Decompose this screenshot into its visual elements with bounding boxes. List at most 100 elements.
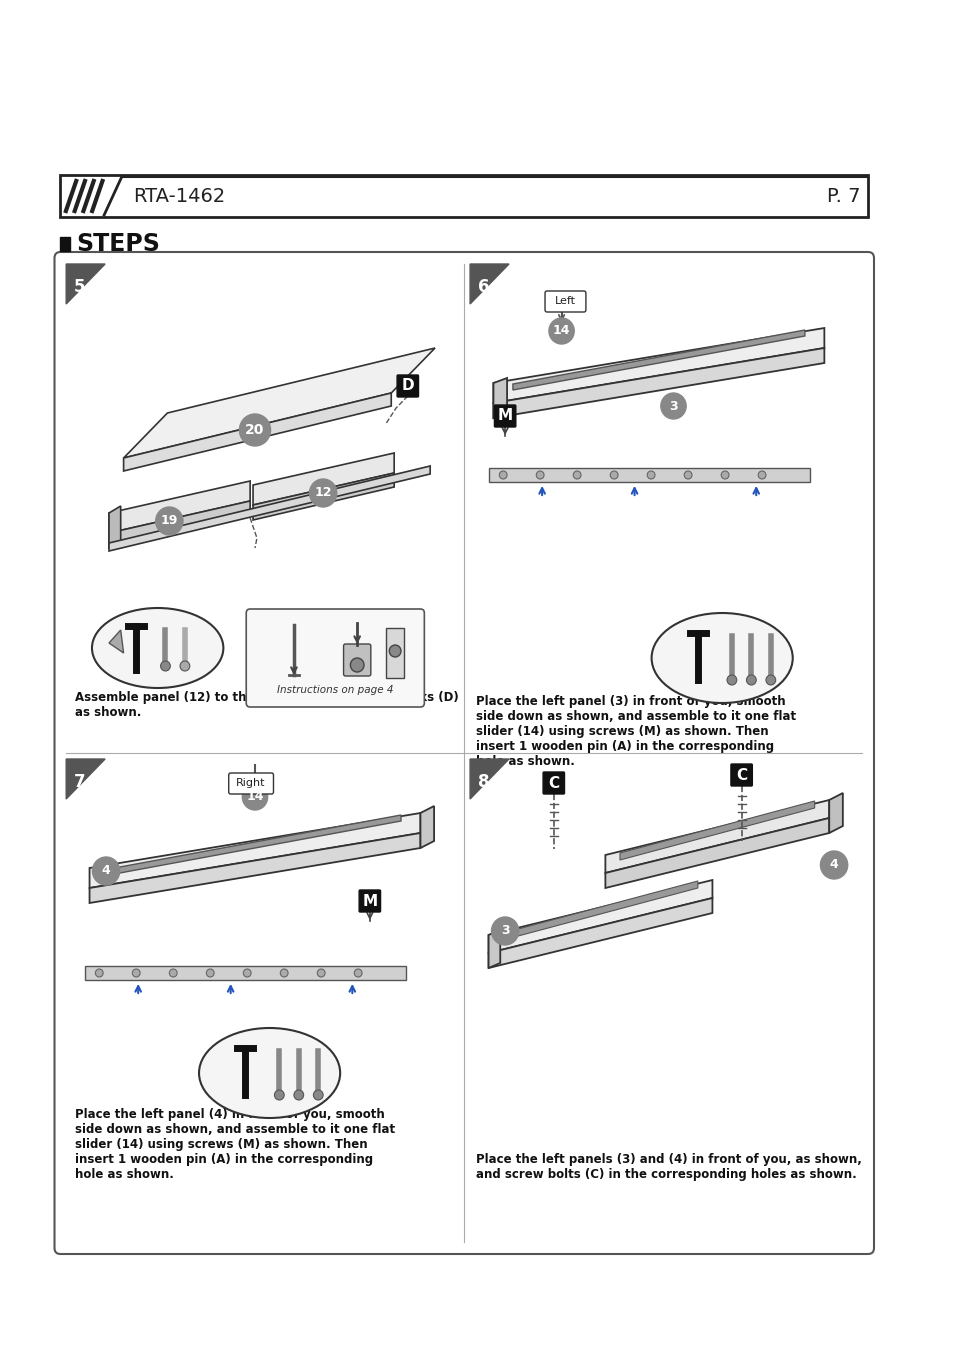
FancyBboxPatch shape <box>544 292 585 312</box>
Polygon shape <box>66 759 105 799</box>
Text: Assemble panel (12) to the 2 drawers using cam locks (D)
as shown.: Assemble panel (12) to the 2 drawers usi… <box>75 691 458 720</box>
Circle shape <box>354 969 362 977</box>
Polygon shape <box>605 801 828 873</box>
Polygon shape <box>109 466 430 551</box>
Polygon shape <box>109 630 124 653</box>
Circle shape <box>317 969 325 977</box>
Polygon shape <box>619 801 814 860</box>
Circle shape <box>660 393 685 418</box>
Circle shape <box>758 471 765 479</box>
Bar <box>488 468 809 482</box>
Polygon shape <box>493 348 823 418</box>
Circle shape <box>309 479 336 508</box>
Polygon shape <box>253 472 394 520</box>
Circle shape <box>239 414 271 446</box>
Text: Place the left panel (4) in front of you, smooth
side down as shown, and assembl: Place the left panel (4) in front of you… <box>75 1108 395 1181</box>
Circle shape <box>95 969 103 977</box>
Circle shape <box>745 675 756 684</box>
Circle shape <box>536 471 543 479</box>
Text: M: M <box>497 409 512 424</box>
Circle shape <box>160 662 171 671</box>
Circle shape <box>491 917 518 945</box>
Text: 6: 6 <box>477 278 489 296</box>
Circle shape <box>573 471 580 479</box>
Text: 19: 19 <box>160 514 178 528</box>
Text: 3: 3 <box>668 400 677 413</box>
Circle shape <box>170 969 177 977</box>
Circle shape <box>274 1089 284 1100</box>
Text: 14: 14 <box>552 324 570 338</box>
Circle shape <box>389 645 400 657</box>
Circle shape <box>155 508 183 535</box>
Polygon shape <box>109 815 400 875</box>
Text: 12: 12 <box>314 486 332 500</box>
Text: Place the left panels (3) and (4) in front of you, as shown,
and screw bolts (C): Place the left panels (3) and (4) in fro… <box>476 1153 861 1181</box>
Circle shape <box>242 784 268 810</box>
Text: Instructions on page 4: Instructions on page 4 <box>276 684 394 695</box>
Text: 5: 5 <box>74 278 86 296</box>
Text: 8: 8 <box>477 774 489 791</box>
FancyBboxPatch shape <box>246 609 424 707</box>
Circle shape <box>646 471 655 479</box>
Polygon shape <box>605 818 828 888</box>
Polygon shape <box>513 329 804 390</box>
Text: Place the left panel (3) in front of you, smooth
side down as shown, and assembl: Place the left panel (3) in front of you… <box>476 695 795 768</box>
Polygon shape <box>90 813 420 888</box>
Polygon shape <box>493 378 507 418</box>
Text: 7: 7 <box>74 774 86 791</box>
Polygon shape <box>420 806 434 848</box>
Circle shape <box>720 471 728 479</box>
Circle shape <box>180 662 190 671</box>
FancyBboxPatch shape <box>386 628 403 678</box>
Polygon shape <box>488 898 712 968</box>
Polygon shape <box>470 759 509 799</box>
FancyBboxPatch shape <box>343 644 371 676</box>
Circle shape <box>498 471 507 479</box>
Circle shape <box>206 969 213 977</box>
Circle shape <box>820 850 847 879</box>
Circle shape <box>243 969 251 977</box>
Polygon shape <box>109 501 250 548</box>
FancyBboxPatch shape <box>494 405 516 427</box>
Text: Left: Left <box>555 297 576 306</box>
Text: 4: 4 <box>102 864 111 878</box>
Circle shape <box>765 675 775 684</box>
FancyBboxPatch shape <box>54 252 873 1254</box>
Polygon shape <box>253 454 394 505</box>
Circle shape <box>92 857 119 886</box>
Text: 3: 3 <box>500 925 509 937</box>
Polygon shape <box>109 481 250 533</box>
Text: D: D <box>401 378 414 393</box>
Text: RTA-1462: RTA-1462 <box>133 186 225 205</box>
Ellipse shape <box>91 608 223 688</box>
Circle shape <box>726 675 736 684</box>
Polygon shape <box>124 348 435 458</box>
Ellipse shape <box>199 1027 340 1118</box>
Polygon shape <box>66 265 105 304</box>
Polygon shape <box>493 328 823 404</box>
Text: C: C <box>548 775 558 791</box>
Text: C: C <box>736 768 746 783</box>
Polygon shape <box>124 393 391 471</box>
Circle shape <box>280 969 288 977</box>
Circle shape <box>350 657 364 672</box>
Polygon shape <box>470 265 509 304</box>
Ellipse shape <box>651 613 792 703</box>
Text: P. 7: P. 7 <box>826 186 860 205</box>
Polygon shape <box>828 792 841 833</box>
Polygon shape <box>502 882 697 940</box>
Polygon shape <box>109 506 121 548</box>
Bar <box>60 238 70 251</box>
Polygon shape <box>90 833 420 903</box>
FancyBboxPatch shape <box>358 890 380 913</box>
Text: STEPS: STEPS <box>76 232 159 256</box>
Text: Right: Right <box>236 779 266 788</box>
FancyBboxPatch shape <box>396 375 418 397</box>
Circle shape <box>294 1089 303 1100</box>
Polygon shape <box>488 930 499 968</box>
FancyBboxPatch shape <box>229 774 274 794</box>
Circle shape <box>132 969 140 977</box>
FancyBboxPatch shape <box>730 764 752 786</box>
Bar <box>85 967 405 980</box>
Polygon shape <box>488 880 712 953</box>
